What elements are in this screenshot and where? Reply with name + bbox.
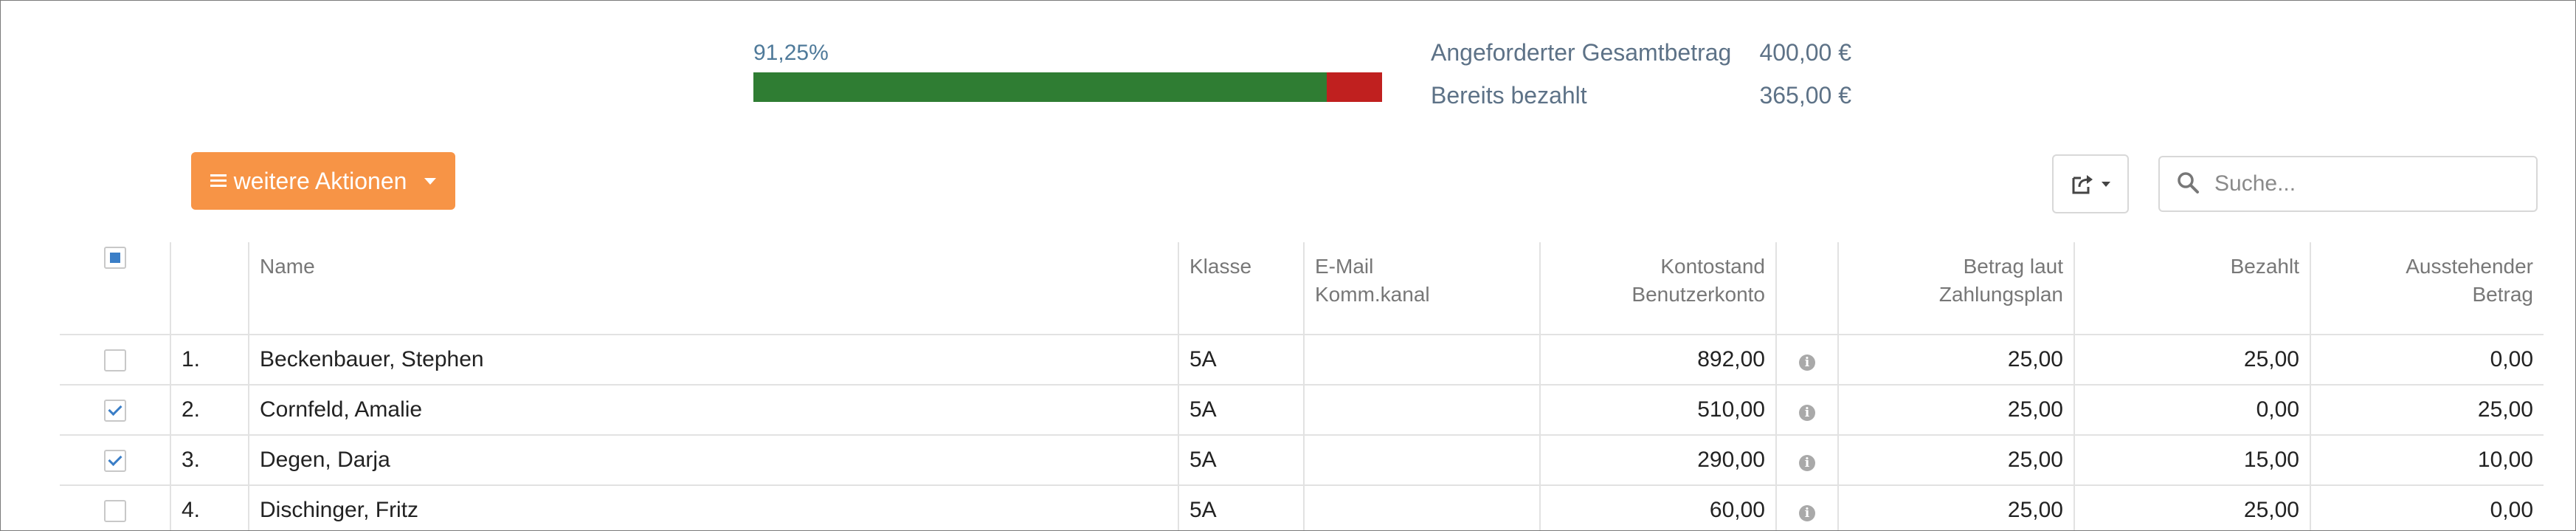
row-kontostand: 510,00 — [1539, 384, 1777, 436]
table-row[interactable]: 1. Beckenbauer, Stephen 5A 892,00 i 25,0… — [60, 334, 2544, 386]
col-header-email-line1: E-Mail — [1315, 255, 1374, 278]
row-select-cell — [60, 384, 171, 436]
chevron-down-icon — [424, 177, 437, 185]
row-checkbox[interactable] — [103, 349, 126, 372]
paid-total-label: Bereits bezahlt — [1431, 82, 1587, 109]
progress-percent: 91,25% — [753, 41, 829, 65]
select-all-cell — [60, 242, 171, 335]
row-name: Cornfeld, Amalie — [248, 384, 1179, 436]
row-ausstehend: 10,00 — [2310, 434, 2544, 486]
col-header-betrag-line1: Betrag laut — [1963, 255, 2063, 278]
row-bezahlt[interactable]: 0,00 — [2073, 384, 2311, 436]
export-icon — [2072, 175, 2093, 194]
col-header-kontostand-line1: Kontostand — [1660, 255, 1765, 278]
info-icon[interactable]: i — [1799, 455, 1815, 471]
row-info-cell: i — [1775, 484, 1839, 530]
row-checkbox[interactable] — [103, 450, 126, 473]
participants-table: Name Klasse E-Mail Komm.kanal Kontostand… — [60, 242, 2544, 530]
row-checkbox[interactable] — [103, 500, 126, 523]
col-header-bezahlt[interactable]: Bezahlt — [2073, 242, 2311, 335]
row-betrag: 25,00 — [1837, 434, 2075, 486]
row-bezahlt[interactable]: 15,00 — [2073, 434, 2311, 486]
row-klasse: 5A — [1178, 484, 1305, 530]
table-row[interactable]: 2. Cornfeld, Amalie 5A 510,00 i 25,00 0,… — [60, 384, 2544, 436]
chevron-down-icon — [2102, 181, 2110, 187]
row-info-cell: i — [1775, 434, 1839, 486]
info-icon[interactable]: i — [1799, 354, 1815, 371]
col-header-betrag-line2: Zahlungsplan — [1938, 283, 2063, 306]
table-header-row: Name Klasse E-Mail Komm.kanal Kontostand… — [60, 242, 2544, 335]
search-input[interactable] — [2213, 166, 2526, 202]
row-select-cell — [60, 334, 171, 386]
search-field[interactable] — [2158, 156, 2538, 212]
col-header-email-line2: Komm.kanal — [1315, 283, 1430, 306]
search-icon — [2178, 172, 2199, 193]
row-number: 3. — [170, 434, 249, 486]
col-header-ausstehend-line2: Betrag — [2472, 283, 2534, 306]
col-header-kontostand[interactable]: Kontostand Benutzerkonto — [1539, 242, 1777, 335]
more-actions-button[interactable]: weitere Aktionen — [191, 152, 455, 210]
row-klasse: 5A — [1178, 434, 1305, 486]
row-info-cell: i — [1775, 334, 1839, 386]
row-name: Dischinger, Fritz — [248, 484, 1179, 530]
row-kontostand: 290,00 — [1539, 434, 1777, 486]
row-email — [1303, 434, 1541, 486]
row-betrag: 25,00 — [1837, 484, 2075, 530]
row-name: Beckenbauer, Stephen — [248, 334, 1179, 386]
row-ausstehend: 25,00 — [2310, 384, 2544, 436]
row-ausstehend: 0,00 — [2310, 484, 2544, 530]
col-header-ausstehend-line1: Ausstehender — [2406, 255, 2533, 278]
hamburger-icon — [210, 174, 227, 188]
row-kontostand: 60,00 — [1539, 484, 1777, 530]
requested-total-value: 400,00 € — [1759, 39, 1851, 66]
more-actions-label: weitere Aktionen — [233, 167, 407, 194]
col-header-klasse[interactable]: Klasse — [1178, 242, 1305, 335]
col-header-info — [1775, 242, 1839, 335]
row-betrag: 25,00 — [1837, 384, 2075, 436]
row-number: 4. — [170, 484, 249, 530]
select-all-checkbox[interactable] — [103, 246, 126, 269]
col-header-betrag[interactable]: Betrag laut Zahlungsplan — [1837, 242, 2075, 335]
row-number: 2. — [170, 384, 249, 436]
info-icon[interactable]: i — [1799, 405, 1815, 421]
row-email — [1303, 334, 1541, 386]
paid-total-value: 365,00 € — [1759, 82, 1851, 109]
row-bezahlt[interactable]: 25,00 — [2073, 334, 2311, 386]
table-row[interactable]: 4. Dischinger, Fritz 5A 60,00 i 25,00 25… — [60, 484, 2544, 530]
row-bezahlt[interactable]: 25,00 — [2073, 484, 2311, 530]
payment-progress-bar — [753, 72, 1382, 102]
row-klasse: 5A — [1178, 334, 1305, 386]
row-email — [1303, 384, 1541, 436]
col-header-number — [170, 242, 249, 335]
col-header-kontostand-line2: Benutzerkonto — [1631, 283, 1765, 306]
row-ausstehend: 0,00 — [2310, 334, 2544, 386]
progress-fill — [753, 72, 1327, 102]
row-checkbox[interactable] — [103, 400, 126, 422]
col-header-ausstehend[interactable]: Ausstehender Betrag — [2310, 242, 2544, 335]
col-header-name[interactable]: Name — [248, 242, 1179, 335]
row-select-cell — [60, 434, 171, 486]
row-klasse: 5A — [1178, 384, 1305, 436]
row-name: Degen, Darja — [248, 434, 1179, 486]
requested-total-label: Angeforderter Gesamtbetrag — [1431, 39, 1732, 66]
table-row[interactable]: 3. Degen, Darja 5A 290,00 i 25,00 15,00 … — [60, 434, 2544, 486]
row-select-cell — [60, 484, 171, 530]
row-email — [1303, 484, 1541, 530]
export-button[interactable] — [2052, 154, 2129, 213]
row-number: 1. — [170, 334, 249, 386]
row-info-cell: i — [1775, 384, 1839, 436]
info-icon[interactable]: i — [1799, 505, 1815, 521]
col-header-email[interactable]: E-Mail Komm.kanal — [1303, 242, 1541, 335]
row-kontostand: 892,00 — [1539, 334, 1777, 386]
row-betrag: 25,00 — [1837, 334, 2075, 386]
